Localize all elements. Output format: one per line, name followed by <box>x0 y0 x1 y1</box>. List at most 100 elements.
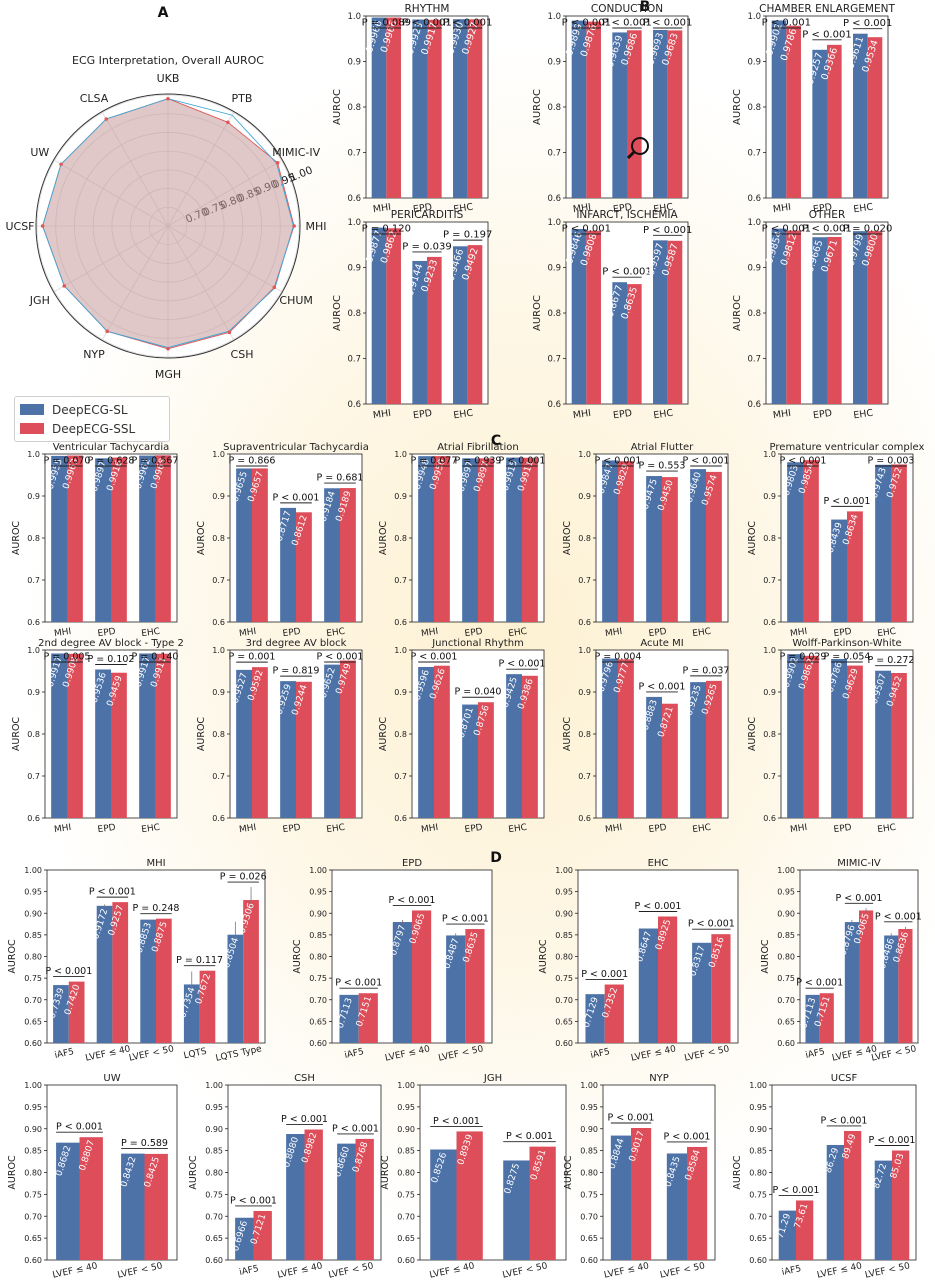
bar-sl <box>666 1153 687 1260</box>
x-tick-label: EHC <box>692 627 712 640</box>
p-value-label: P < 0.001 <box>821 1115 868 1126</box>
y-tick-label: 0.90 <box>205 1125 223 1134</box>
p-value-label: P < 0.001 <box>836 893 883 904</box>
x-tick-label: LVEF ≤ 40 <box>85 1044 132 1063</box>
y-tick-label: 1.00 <box>205 1081 223 1090</box>
y-tick-label: 0.95 <box>205 1103 223 1112</box>
radar-axis-label: PTB <box>232 92 253 105</box>
bar-sl <box>853 231 868 404</box>
p-value-label: P = 0.272 <box>868 655 915 666</box>
p-value-label: P = 0.567 <box>132 456 179 467</box>
p-value-label: P = 0.866 <box>229 456 276 467</box>
y-tick-label: 1.0 <box>763 450 776 459</box>
y-tick-label: 1.00 <box>555 866 573 875</box>
y-tick-label: 0.80 <box>24 953 42 962</box>
y-tick-label: 0.7 <box>578 576 591 585</box>
p-value-label: P < 0.001 <box>602 18 651 29</box>
x-tick-label: EPD <box>412 202 432 216</box>
x-tick-label: EPD <box>833 627 852 639</box>
bar-chart: Junctional Rhythm0.60.70.80.91.0AUROC0.9… <box>378 638 545 835</box>
bar-sl <box>418 666 434 818</box>
p-value-label: P = 0.117 <box>176 955 223 966</box>
x-tick-label: MHI <box>772 408 792 421</box>
x-tick-label: EHC <box>653 202 674 216</box>
bar-sl <box>585 994 605 1043</box>
y-tick-label: 0.9 <box>394 688 407 697</box>
p-value-label: P < 0.001 <box>824 496 871 507</box>
bar-sl <box>853 33 868 199</box>
p-value-label: P < 0.001 <box>433 1116 480 1127</box>
bar-sl <box>831 519 847 622</box>
y-tick-label: 0.70 <box>309 996 327 1005</box>
bar-chart: JGH 0.60 0.65 0.70 0.75 0.80 0.85 0.90 0.95 1.00 A… <box>380 1073 567 1280</box>
y-tick-label: 0.7 <box>747 355 761 365</box>
bar-ssl <box>112 902 129 1043</box>
bar-sl <box>844 922 859 1043</box>
p-value-label: P = 0.089 <box>362 18 411 29</box>
x-tick-label: EHC <box>877 627 897 640</box>
y-tick-label: 0.6 <box>747 194 761 204</box>
bar-ssl <box>867 231 883 404</box>
chart-title: 2nd degree AV block - Type 2 <box>38 638 184 649</box>
y-tick-label: 1.0 <box>547 12 561 22</box>
p-value-label: P < 0.001 <box>581 969 628 980</box>
y-tick-label: 0.8 <box>347 309 361 319</box>
p-value-label: P < 0.001 <box>317 652 364 663</box>
bar-ssl <box>847 511 863 622</box>
y-tick-label: 0.65 <box>777 1017 795 1026</box>
bar-sl <box>653 29 668 198</box>
bar-sl <box>324 664 340 818</box>
y-axis-label: AUROC <box>732 89 743 125</box>
p-value-label: P < 0.001 <box>608 1113 655 1124</box>
y-tick-label: 0.70 <box>24 1212 42 1221</box>
bar-sl <box>412 19 427 199</box>
bar-sl <box>503 1160 530 1260</box>
y-tick-label: 1.0 <box>212 646 225 655</box>
p-value-label: P = 0.589 <box>121 1138 168 1149</box>
y-tick-label: 1.0 <box>747 12 761 22</box>
y-axis-label: AUROC <box>7 939 18 974</box>
x-tick-label: EHC <box>653 408 674 422</box>
bar-sl <box>280 681 296 818</box>
y-tick-label: 0.6 <box>27 814 40 823</box>
bar-ssl <box>427 19 442 198</box>
y-axis-label: AUROC <box>747 521 758 556</box>
bar-chart: 3rd degree AV block0.60.70.80.91.0AUROC0… <box>196 638 363 835</box>
bar-ssl <box>898 928 913 1043</box>
bar-ssl <box>867 37 883 198</box>
x-tick-label: iAF5 <box>805 1047 826 1061</box>
y-tick-label: 0.7 <box>763 576 776 585</box>
y-tick-label: 0.7 <box>212 576 225 585</box>
bar-sl <box>96 905 113 1043</box>
y-tick-label: 0.9 <box>394 492 407 501</box>
bar-chart: RHYTHM0.60.70.80.91.0AUROC0.99660.9966P … <box>332 3 492 215</box>
panel-letter-a: A <box>158 5 169 21</box>
radar-axis-label: MGH <box>155 368 181 381</box>
bar-sl <box>638 928 658 1043</box>
x-tick-label: MHI <box>54 823 72 835</box>
y-axis-label: AUROC <box>292 939 303 974</box>
x-tick-label: EPD <box>612 202 632 216</box>
y-tick-label: 1.0 <box>578 450 591 459</box>
y-axis-label: AUROC <box>562 717 573 752</box>
y-tick-label: 1.0 <box>347 12 361 22</box>
y-tick-label: 0.6 <box>763 814 776 823</box>
y-tick-label: 0.6 <box>763 618 776 627</box>
y-tick-label: 0.60 <box>749 1256 767 1265</box>
bar-chart: NYP 0.60 0.65 0.70 0.75 0.80 0.85 0.90 0.95 1.00 A… <box>563 1073 716 1280</box>
x-tick-label: LVEF < 50 <box>864 1261 911 1280</box>
y-tick-label: 0.7 <box>27 576 40 585</box>
bar-ssl <box>706 471 722 622</box>
y-tick-label: 0.7 <box>763 772 776 781</box>
bar-sl <box>506 457 522 622</box>
y-tick-label: 0.95 <box>24 1103 42 1112</box>
y-axis-label: AUROC <box>7 1155 18 1190</box>
chart-title: OTHER <box>809 209 846 221</box>
y-axis-label: AUROC <box>11 717 22 752</box>
bar-ssl <box>340 660 356 818</box>
bar-sl <box>571 20 587 198</box>
y-tick-label: 0.6 <box>578 618 591 627</box>
bar-sl <box>51 653 67 818</box>
y-tick-label: 1.00 <box>24 866 42 875</box>
radar-point-ssl <box>226 120 230 125</box>
